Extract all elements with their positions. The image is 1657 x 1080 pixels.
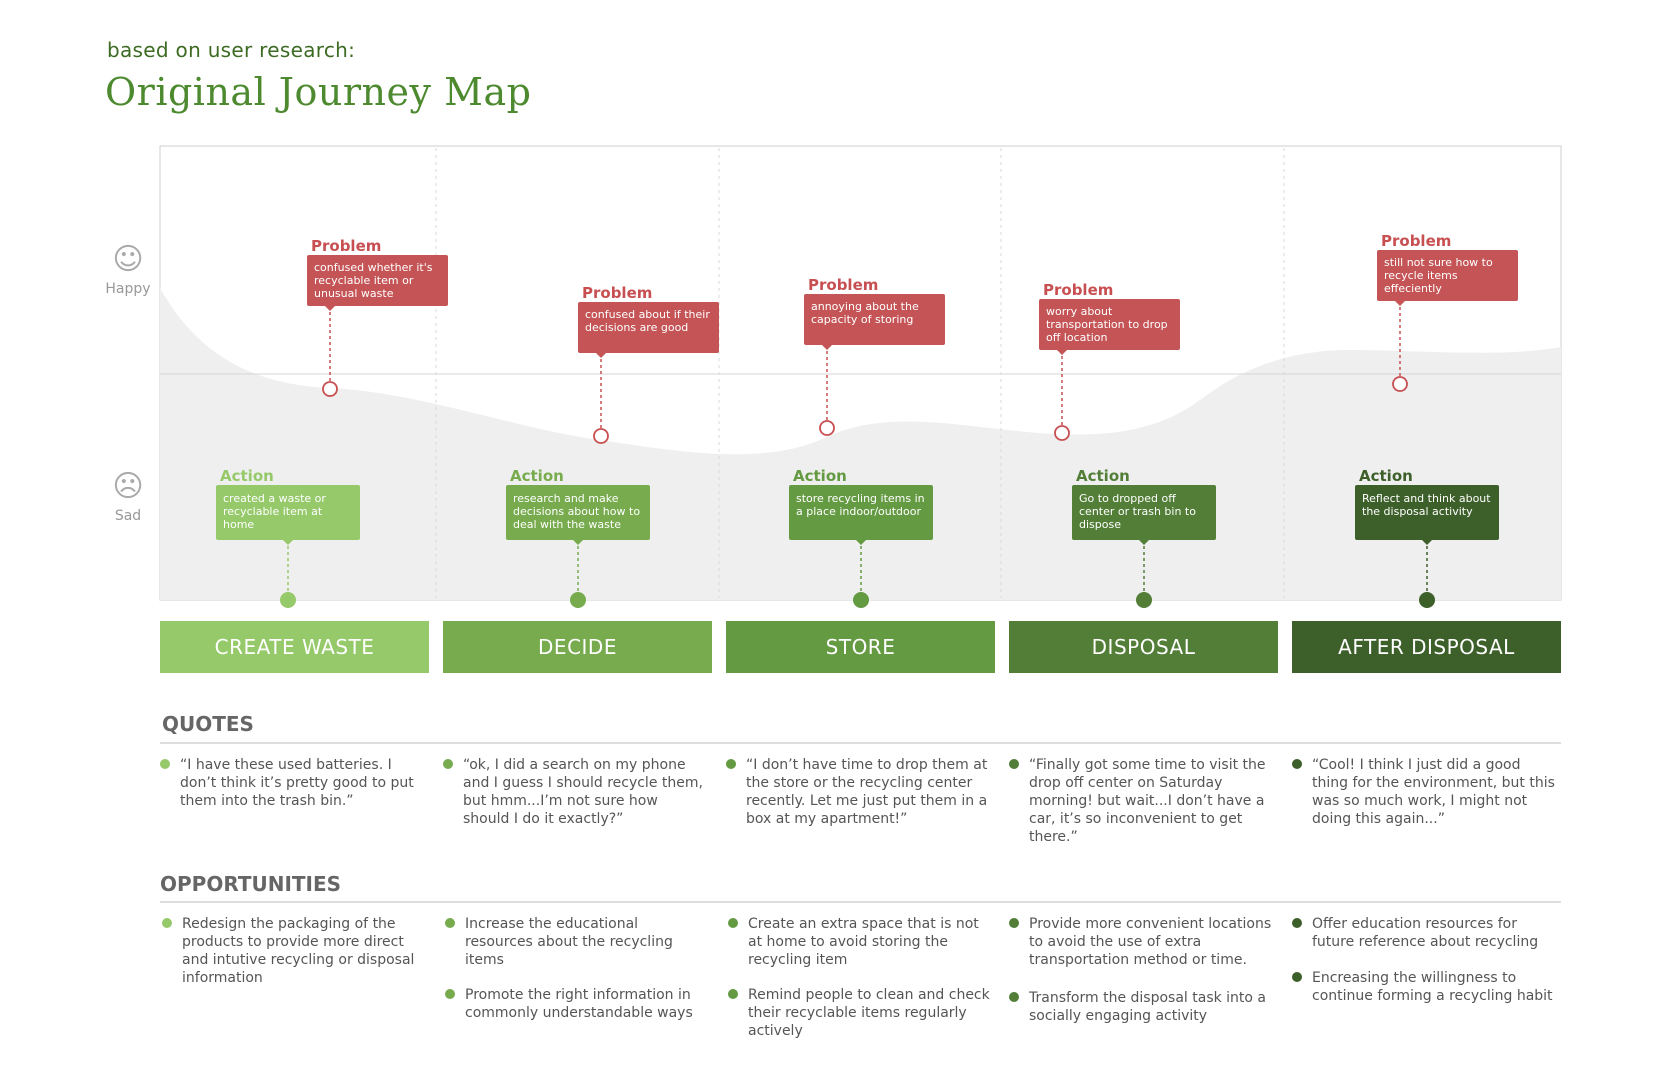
quote-4: “Finally got some time to visit the drop…: [1029, 757, 1266, 845]
action-title-5: Action: [1359, 467, 1413, 485]
action-connector-4: [1136, 540, 1152, 608]
problem-box-5: still not sure how to recycle items effe…: [1377, 250, 1518, 301]
bullet-dot: [443, 759, 453, 769]
action-title-3: Action: [793, 467, 847, 485]
opportunity-2-1: Increase the educational resources about…: [465, 916, 673, 968]
problem-box-4: worry about transportation to drop off l…: [1039, 299, 1180, 350]
stage-disposal: DISPOSAL: [1009, 621, 1278, 673]
problem-point: [819, 420, 835, 436]
bullet-dot: [1009, 992, 1019, 1002]
quotes-heading: QUOTES: [162, 712, 254, 736]
action-box-3: store recycling items in a place indoor/…: [789, 485, 933, 540]
action-point: [1136, 592, 1152, 608]
problem-box-1: confused whether it's recyclable item or…: [307, 255, 448, 306]
emotion-curve-chart: [159, 145, 1562, 608]
page-title: Original Journey Map: [105, 70, 532, 114]
action-point: [853, 592, 869, 608]
quote-2: “ok, I did a search on my phone and I gu…: [463, 757, 703, 827]
sad-label: Sad: [114, 508, 142, 524]
problem-box-3: annoying about the capacity of storing: [804, 294, 945, 345]
bullet-dot: [162, 918, 172, 928]
bullet-dot: [160, 759, 170, 769]
opportunity-3-2: Remind people to clean and check their r…: [748, 987, 990, 1039]
page-subtitle: based on user research:: [107, 38, 356, 62]
action-title-4: Action: [1076, 467, 1130, 485]
problem-connector-1: [322, 306, 338, 397]
action-point: [280, 592, 296, 608]
problem-title-5: Problem: [1381, 232, 1452, 250]
opportunity-4-2: Transform the disposal task into a socia…: [1029, 990, 1267, 1024]
problem-box-2: confused about if their decisions are go…: [578, 302, 719, 353]
problem-point: [1054, 425, 1070, 441]
problem-title-2: Problem: [582, 284, 653, 302]
stage-store: STORE: [726, 621, 995, 673]
action-title-1: Action: [220, 467, 274, 485]
opportunity-5-2: Encreasing the willingness to continue f…: [1312, 970, 1553, 1004]
action-connector-1: [280, 540, 296, 608]
opportunity-4-1: Provide more convenient locations to avo…: [1029, 916, 1272, 968]
stage-after-disposal: AFTER DISPOSAL: [1292, 621, 1561, 673]
bullet-dot: [728, 918, 738, 928]
quote-5: “Cool! I think I just did a good thing f…: [1312, 757, 1555, 827]
bullet-dot: [1292, 759, 1302, 769]
opportunity-5-1: Offer education resources for future ref…: [1312, 916, 1539, 950]
quote-3: “I don’t have time to drop them at the s…: [746, 757, 988, 827]
problem-title-4: Problem: [1043, 281, 1114, 299]
quotes-divider: [160, 742, 1561, 744]
problem-connector-4: [1054, 350, 1070, 441]
opportunities-divider: [160, 901, 1561, 903]
bullet-dot: [445, 989, 455, 999]
action-box-5: Reflect and think about the disposal act…: [1355, 485, 1499, 540]
stage-create-waste: CREATE WASTE: [160, 621, 429, 673]
action-point: [570, 592, 586, 608]
bullet-dot: [728, 989, 738, 999]
sad-face-icon: ☹: [112, 469, 144, 504]
action-box-2: research and make decisions about how to…: [506, 485, 650, 540]
problem-connector-2: [593, 353, 609, 444]
opportunity-3-1: Create an extra space that is not at hom…: [748, 916, 979, 968]
action-box-1: created a waste or recyclable item at ho…: [216, 485, 360, 540]
action-connector-5: [1419, 540, 1435, 608]
stage-decide: DECIDE: [443, 621, 712, 673]
problem-title-3: Problem: [808, 276, 879, 294]
bullet-dot: [445, 918, 455, 928]
problem-title-1: Problem: [311, 237, 382, 255]
happy-label: Happy: [105, 281, 151, 297]
bullet-dot: [1009, 759, 1019, 769]
bullet-dot: [1292, 918, 1302, 928]
problem-connector-3: [819, 345, 835, 436]
action-connector-2: [570, 540, 586, 608]
problem-connector-5: [1392, 301, 1408, 392]
action-connector-3: [853, 540, 869, 608]
opportunity-1-1: Redesign the packaging of the products t…: [182, 916, 415, 986]
action-point: [1419, 592, 1435, 608]
opportunity-2-2: Promote the right information in commonl…: [465, 987, 693, 1021]
smiley-face-icon: ☺: [112, 242, 144, 277]
action-box-4: Go to dropped off center or trash bin to…: [1072, 485, 1216, 540]
bullet-dot: [726, 759, 736, 769]
action-title-2: Action: [510, 467, 564, 485]
problem-point: [1392, 376, 1408, 392]
opportunities-heading: OPPORTUNITIES: [160, 872, 342, 896]
problem-point: [322, 381, 338, 397]
bullet-dot: [1292, 972, 1302, 982]
bullet-dot: [1009, 918, 1019, 928]
quote-1: “I have these used batteries. I don’t th…: [180, 757, 414, 809]
problem-point: [593, 428, 609, 444]
